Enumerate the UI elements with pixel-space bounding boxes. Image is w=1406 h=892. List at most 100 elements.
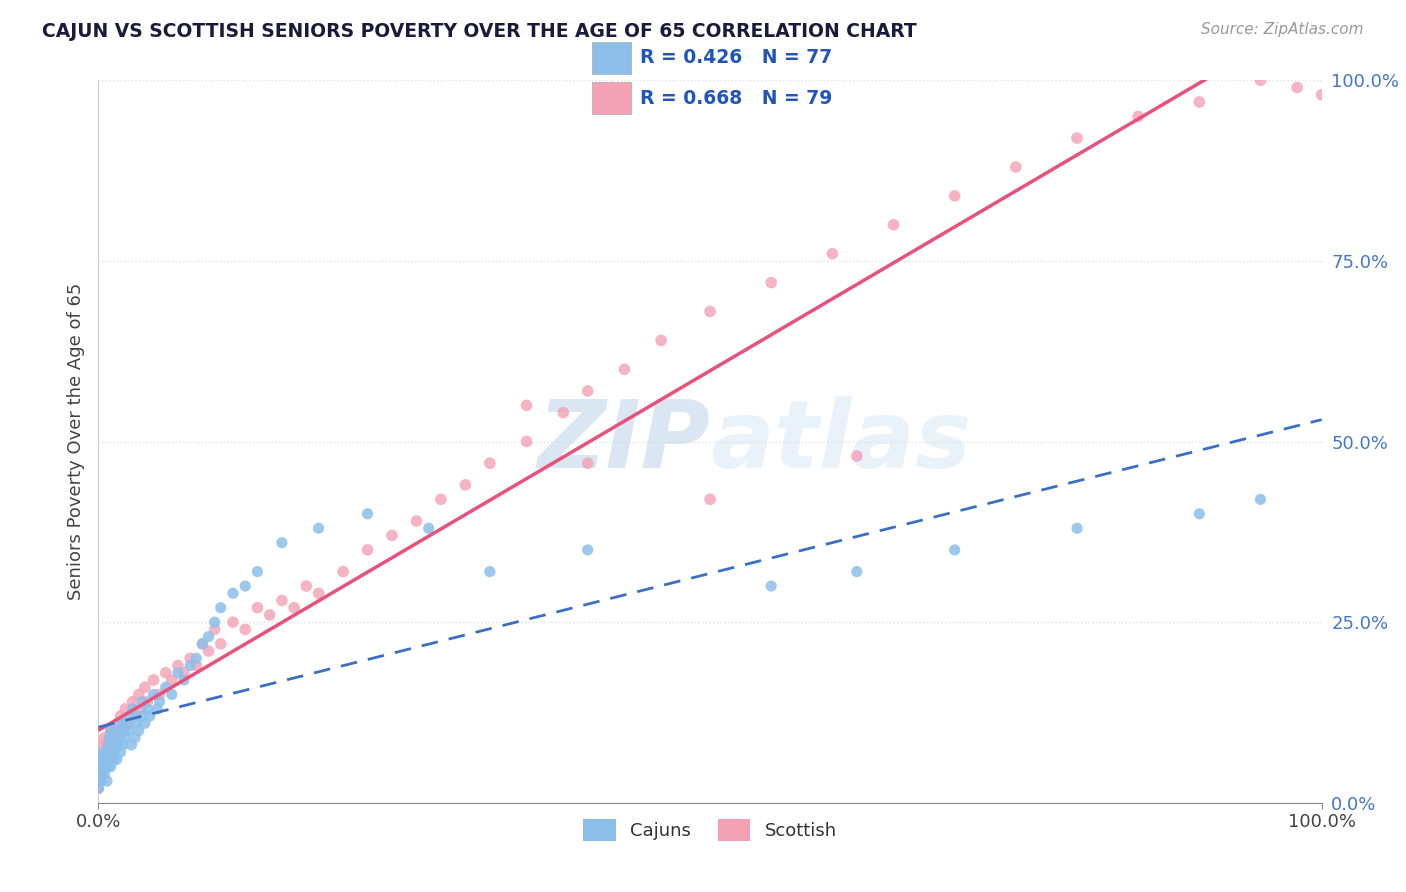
Point [246,565,269,579]
Point [101,752,124,766]
Point [167,665,190,680]
Point [91,752,114,766]
Point [114,702,136,716]
Point [821,246,844,260]
Point [204,615,226,630]
Point [91,760,114,774]
Point [89,760,111,774]
Point [90,774,112,789]
Point [103,745,125,759]
Point [97,738,120,752]
Point [89,774,111,789]
Point [179,651,201,665]
Point [96,738,118,752]
Point [160,673,183,687]
Point [105,723,128,738]
Point [576,384,599,398]
Point [478,565,501,579]
Point [104,738,127,752]
Point [129,709,152,723]
Point [1286,80,1309,95]
Point [146,702,169,716]
Point [98,731,121,745]
Point [149,695,172,709]
Point [115,716,138,731]
Point [94,760,117,774]
Point [381,528,404,542]
Point [845,565,868,579]
Point [246,600,269,615]
Point [576,542,599,557]
Point [1249,73,1271,87]
Point [93,767,115,781]
Point [128,687,150,701]
Point [110,709,132,723]
Text: R = 0.426   N = 77: R = 0.426 N = 77 [640,48,832,67]
Point [121,702,143,716]
Point [96,745,118,759]
Point [430,492,453,507]
Point [128,723,150,738]
Point [1128,110,1150,124]
Point [93,745,115,759]
Point [87,752,110,766]
Point [186,658,208,673]
Point [129,702,152,716]
Point [167,658,190,673]
Point [110,745,132,759]
Point [120,709,142,723]
Point [283,600,305,615]
Point [356,542,378,557]
Point [100,723,122,738]
Point [197,630,219,644]
Point [105,723,128,738]
Point [845,449,868,463]
Point [142,687,165,701]
Point [111,716,134,731]
Point [101,731,124,745]
Point [1066,131,1088,145]
Point [139,709,162,723]
Point [191,637,214,651]
Point [149,687,172,701]
Point [105,752,128,766]
Point [405,514,427,528]
Point [761,579,783,593]
Point [93,731,115,745]
Point [134,680,156,694]
Point [155,680,177,694]
Point [125,716,148,731]
Point [87,760,110,774]
Text: CAJUN VS SCOTTISH SENIORS POVERTY OVER THE AGE OF 65 CORRELATION CHART: CAJUN VS SCOTTISH SENIORS POVERTY OVER T… [42,22,917,41]
Point [155,665,177,680]
Point [191,637,214,651]
Point [186,651,208,665]
Point [90,767,112,781]
Point [222,586,245,600]
Point [761,276,783,290]
Point [209,637,232,651]
Point [699,492,721,507]
Point [613,362,636,376]
Point [91,752,114,766]
Point [173,665,195,680]
Point [112,723,135,738]
Point [96,774,118,789]
Point [91,760,114,774]
Point [699,304,721,318]
Point [91,745,114,759]
Point [94,752,117,766]
Point [97,760,120,774]
Point [111,738,134,752]
Point [87,781,110,796]
Point [136,695,159,709]
Point [124,709,146,723]
Point [107,738,129,752]
Point [943,542,966,557]
Point [93,752,115,766]
Point [97,745,120,759]
Point [1188,507,1211,521]
Point [332,565,354,579]
Point [120,738,142,752]
Point [454,478,477,492]
